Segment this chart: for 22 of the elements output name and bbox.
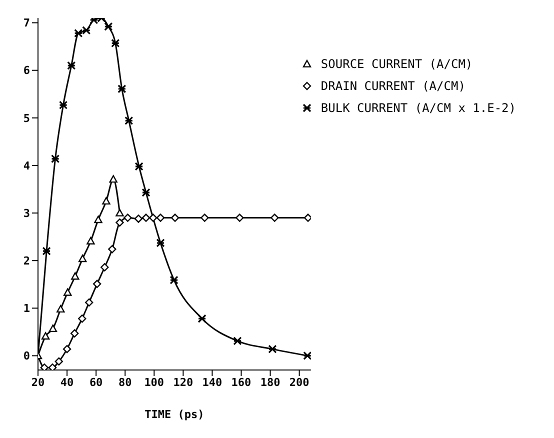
x-tick-label: 120 — [173, 376, 194, 389]
y-tick-label: 1 — [23, 302, 30, 316]
y-tick-label: 2 — [23, 254, 30, 268]
x-tick-label: 200 — [289, 376, 310, 389]
x-tick-label: 100 — [144, 376, 164, 389]
legend-label: SOURCE CURRENT (A/CM) — [320, 56, 473, 73]
y-tick-label: 5 — [23, 112, 30, 125]
x-tick-label: 160 — [231, 376, 252, 389]
legend-label: BULK CURRENT (A/CM x 1.E-2) — [320, 100, 516, 117]
y-tick-label: 7 — [23, 16, 30, 30]
y-tick-label: 3 — [23, 206, 30, 220]
x-axis-title: TIME (ps) — [144, 408, 204, 421]
y-tick-label: 6 — [23, 64, 30, 78]
x-tick-label: 20 — [31, 376, 45, 389]
legend-label: DRAIN CURRENT (A/CM) — [320, 78, 466, 95]
x-tick-label: 60 — [89, 376, 103, 389]
y-tick-label: 0 — [23, 350, 30, 363]
x-tick-label: 80 — [118, 376, 132, 389]
y-tick-label: 4 — [23, 159, 30, 172]
x-tick-label: 140 — [202, 376, 222, 389]
x-tick-label: 40 — [60, 376, 74, 389]
x-tick-label: 180 — [260, 376, 280, 389]
